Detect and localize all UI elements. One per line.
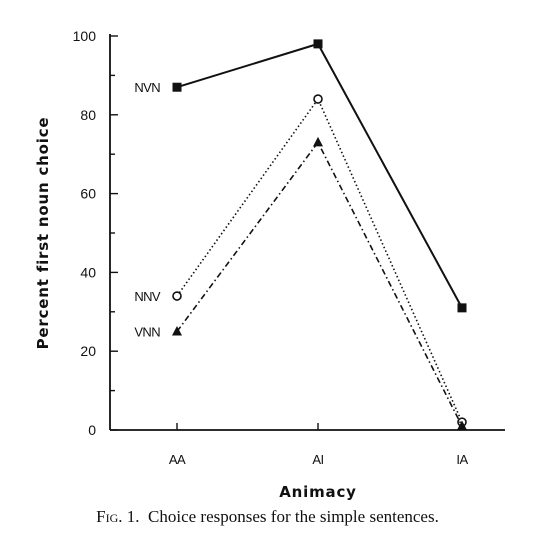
series-label: VNN <box>134 325 160 340</box>
data-point <box>172 326 182 336</box>
data-point <box>313 39 323 49</box>
figure-label: Fig. 1. <box>96 507 140 526</box>
y-axis-title: Percent first noun choice <box>34 117 52 350</box>
series-vnn: VNN <box>134 136 467 431</box>
x-axis-title: Animacy <box>279 483 356 500</box>
series-line <box>176 42 463 309</box>
data-point <box>457 420 467 431</box>
x-tick-label: IA <box>456 452 468 467</box>
caption-text: Choice responses for the simple sentence… <box>148 507 439 526</box>
data-point <box>172 82 182 92</box>
series-nnv: NNV <box>134 94 467 427</box>
series-line <box>176 140 463 427</box>
y-ticks: 0 20 40 60 80 100 <box>73 28 118 438</box>
data-point <box>313 94 323 104</box>
series-label: NVN <box>134 80 160 95</box>
axes <box>109 34 505 431</box>
y-tick-label: 40 <box>80 264 96 280</box>
y-tick-label: 20 <box>80 343 96 359</box>
series-nvn: NVN <box>134 39 467 313</box>
y-tick-label: 100 <box>73 28 97 44</box>
series-label: NNV <box>134 289 161 304</box>
data-point <box>457 303 467 313</box>
line-chart: 0 20 40 60 80 100 AA AI IA NVN NNV VNN Animacy Pe… <box>34 28 505 500</box>
x-tick-label: AA <box>169 452 186 467</box>
figure-caption: Fig. 1. Choice responses for the simple … <box>0 507 535 527</box>
series-line <box>176 97 463 423</box>
y-tick-label: 60 <box>80 186 96 202</box>
data-point <box>313 136 323 147</box>
y-tick-label: 80 <box>80 107 96 123</box>
series-group: NVN NNV VNN <box>134 39 467 431</box>
x-tick-label: AI <box>312 452 323 467</box>
data-point <box>172 291 182 301</box>
y-tick-label: 0 <box>88 422 96 438</box>
